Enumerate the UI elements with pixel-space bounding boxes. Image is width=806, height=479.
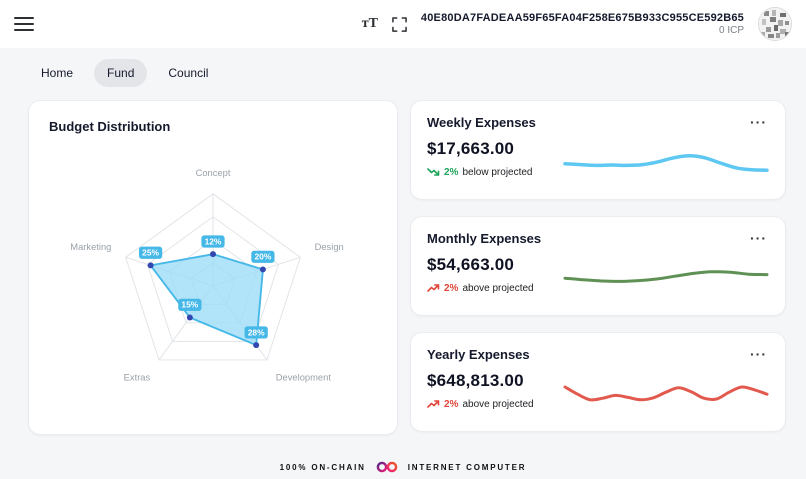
- svg-text:Design: Design: [315, 242, 344, 252]
- delta-value: 2%: [444, 166, 459, 178]
- footer-brand-label: INTERNET COMPUTER: [407, 462, 527, 472]
- card-title: Weekly Expenses: [427, 115, 536, 130]
- trend-up-icon: [427, 400, 440, 408]
- svg-text:Marketing: Marketing: [70, 242, 111, 252]
- budget-radar-chart: Concept Design Development Extras Marketing 1…: [70, 168, 344, 383]
- monthly-sparkline-chart: [563, 270, 769, 283]
- svg-text:Extras: Extras: [124, 373, 151, 383]
- svg-text:12%: 12%: [205, 236, 222, 246]
- account-id: 40E80DA7FADEAA59F65FA04F258E675B933C955C…: [420, 12, 744, 24]
- weekly-expenses-card: Weekly Expenses ··· $17,663.00 2% below …: [410, 100, 786, 200]
- more-options-icon[interactable]: ···: [750, 230, 767, 246]
- amount: $17,663.00: [427, 139, 515, 158]
- nav-tabs: Home Fund Council: [28, 59, 221, 87]
- budget-distribution-card: Budget Distribution Concept Design Develop…: [28, 100, 398, 435]
- card-title: Yearly Expenses: [427, 347, 530, 362]
- svg-text:25%: 25%: [142, 248, 159, 258]
- text-size-icon[interactable]: тT: [361, 16, 378, 31]
- delta-note: above projected: [462, 398, 534, 410]
- more-options-icon[interactable]: ···: [750, 114, 767, 130]
- svg-text:Development: Development: [276, 373, 332, 383]
- svg-text:Concept: Concept: [196, 168, 231, 178]
- avatar-identicon[interactable]: [758, 7, 792, 41]
- card-title: Monthly Expenses: [427, 231, 542, 246]
- svg-text:28%: 28%: [248, 327, 265, 337]
- account-info[interactable]: 40E80DA7FADEAA59F65FA04F258E675B933C955C…: [421, 12, 744, 36]
- monthly-expenses-card: Monthly Expenses ··· $54,663.00 2% above…: [410, 216, 786, 316]
- budget-card-title: Budget Distribution: [49, 119, 171, 134]
- yearly-expenses-card: Yearly Expenses ··· $648,813.00 2% above…: [410, 332, 786, 432]
- trend-up-icon: [427, 284, 440, 292]
- internet-computer-logo-icon: [376, 461, 398, 473]
- amount: $54,663.00: [427, 255, 515, 274]
- yearly-sparkline-chart: [563, 385, 769, 402]
- tab-council[interactable]: Council: [168, 66, 209, 80]
- trend-down-icon: [427, 168, 440, 176]
- delta-note: below projected: [462, 166, 533, 178]
- fullscreen-icon[interactable]: [392, 16, 407, 32]
- amount: $648,813.00: [427, 371, 524, 390]
- menu-icon[interactable]: [14, 16, 34, 32]
- more-options-icon[interactable]: ···: [750, 346, 767, 362]
- footer: 100% ON-CHAIN INTERNET COMPUTER: [0, 461, 806, 473]
- delta-value: 2%: [444, 282, 459, 294]
- tab-fund[interactable]: Fund: [94, 59, 148, 87]
- delta-note: above projected: [462, 282, 534, 294]
- top-header: тT 40E80DA7FADEAA59F65FA04F258E675B933C9…: [0, 0, 806, 48]
- svg-text:15%: 15%: [181, 300, 198, 310]
- tab-home[interactable]: Home: [41, 66, 74, 80]
- svg-text:20%: 20%: [254, 252, 271, 262]
- footer-onchain-label: 100% ON-CHAIN: [279, 462, 366, 472]
- weekly-sparkline-chart: [563, 154, 769, 172]
- delta-value: 2%: [444, 398, 459, 410]
- account-balance: 0 ICP: [718, 25, 744, 36]
